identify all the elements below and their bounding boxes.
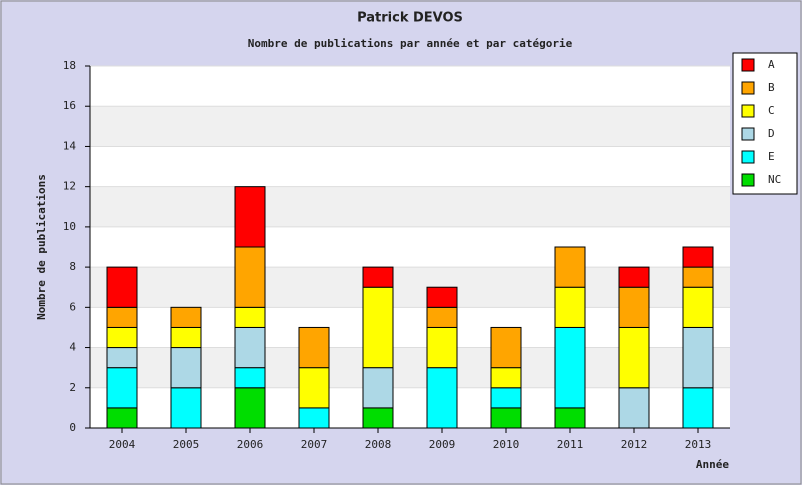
legend-swatch: [741, 58, 755, 72]
bar-segment: [682, 246, 714, 268]
bar-segment: [618, 266, 650, 288]
y-tick-label: 16: [63, 99, 76, 112]
legend-label: E: [768, 150, 775, 163]
chart-title: Patrick DEVOS: [357, 11, 463, 26]
bar-segment: [490, 387, 522, 409]
bar-segment: [554, 407, 586, 429]
bar-segment: [618, 387, 650, 429]
bar-segment: [234, 246, 266, 308]
y-tick-label: 18: [63, 59, 76, 72]
x-tick-label: 2007: [301, 438, 328, 451]
x-tick-label: 2013: [685, 438, 712, 451]
bar-segment: [234, 367, 266, 389]
bar-segment: [682, 266, 714, 288]
legend-label: NC: [768, 173, 781, 186]
chart-subtitle: Nombre de publications par année et par …: [248, 37, 573, 50]
bar-segment: [106, 407, 138, 429]
bar-segment: [106, 367, 138, 409]
bar-segment: [554, 246, 586, 288]
bar-segment: [682, 387, 714, 429]
bar-segment: [234, 326, 266, 369]
x-tick-label: 2004: [109, 438, 136, 451]
grid-band: [90, 106, 730, 147]
bar-segment: [170, 387, 202, 429]
y-tick-label: 0: [69, 421, 76, 434]
legend-swatch: [741, 150, 755, 164]
legend-label: B: [768, 81, 775, 94]
bar-segment: [106, 347, 138, 369]
bar-segment: [362, 286, 394, 369]
x-tick-label: 2010: [493, 438, 520, 451]
bar-segment: [362, 407, 394, 429]
legend-swatch: [741, 81, 755, 95]
bar-segment: [106, 266, 138, 308]
bar-segment: [490, 326, 522, 369]
bar-segment: [170, 306, 202, 328]
y-tick-label: 6: [69, 300, 76, 313]
bar-segment: [298, 367, 330, 409]
bar-segment: [234, 186, 266, 248]
bar-segment: [362, 266, 394, 288]
x-tick-label: 2005: [173, 438, 200, 451]
x-tick-label: 2011: [557, 438, 584, 451]
bar-segment: [170, 326, 202, 349]
bar-segment: [170, 347, 202, 389]
legend-swatch: [741, 104, 755, 118]
bar-segment: [490, 367, 522, 389]
bar-segment: [554, 286, 586, 328]
x-axis-title: Année: [696, 458, 729, 471]
y-tick-label: 2: [69, 381, 76, 394]
y-tick-label: 12: [63, 180, 76, 193]
bar-segment: [234, 387, 266, 429]
bar-segment: [682, 286, 714, 328]
legend-swatch: [741, 127, 755, 141]
bar-segment: [682, 326, 714, 389]
bar-segment: [298, 326, 330, 369]
bar-segment: [426, 326, 458, 369]
grid-band: [90, 186, 730, 227]
bar-segment: [106, 306, 138, 328]
bar-segment: [490, 407, 522, 429]
bar-segment: [106, 326, 138, 349]
x-tick-label: 2009: [429, 438, 456, 451]
legend-label: A: [768, 58, 775, 71]
bar-segment: [426, 367, 458, 429]
legend-label: C: [768, 104, 775, 117]
bar-segment: [362, 367, 394, 409]
y-tick-label: 4: [69, 341, 76, 354]
x-tick-label: 2012: [621, 438, 648, 451]
bar-segment: [554, 326, 586, 409]
legend-box: [732, 52, 798, 195]
bar-segment: [234, 306, 266, 328]
legend-label: D: [768, 127, 775, 140]
bar-segment: [426, 286, 458, 308]
bar-segment: [298, 407, 330, 429]
y-axis-title: Nombre de publications: [35, 174, 48, 320]
y-tick-label: 10: [63, 220, 76, 233]
bar-segment: [618, 326, 650, 389]
x-tick-label: 2006: [237, 438, 264, 451]
y-tick-label: 14: [63, 139, 77, 152]
legend-swatch: [741, 173, 755, 187]
y-tick-label: 8: [69, 260, 76, 273]
bar-segment: [618, 286, 650, 328]
bar-segment: [426, 306, 458, 328]
x-tick-label: 2008: [365, 438, 392, 451]
